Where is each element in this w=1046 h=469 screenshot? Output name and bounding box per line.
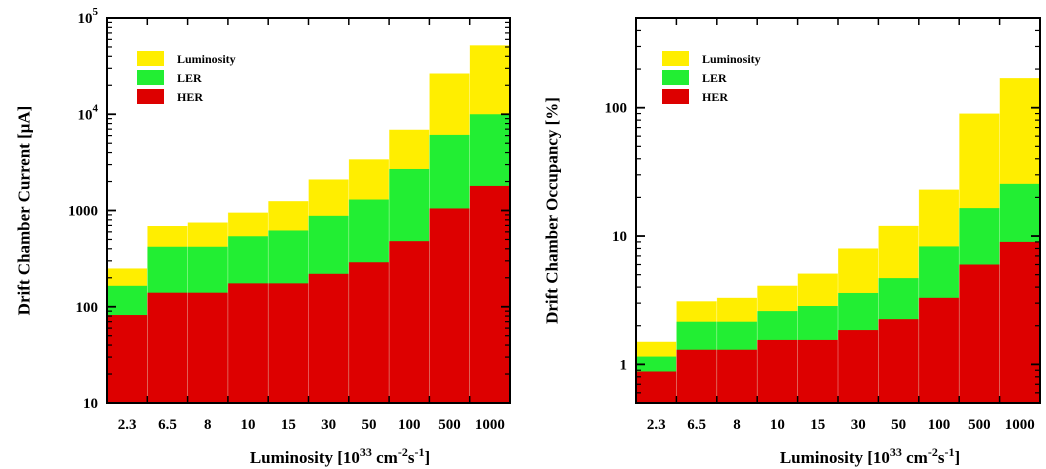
bar-her-6.5 [147, 292, 188, 403]
x-tick-label: 1000 [1005, 417, 1035, 433]
x-tick-label: 50 [891, 417, 906, 433]
bar-her-100 [389, 241, 430, 403]
y-tick-label: 100 [605, 101, 628, 117]
bar-her-30 [838, 330, 879, 403]
x-tick-label: 1000 [475, 417, 505, 433]
bar-her-1000 [999, 241, 1040, 403]
bar-her-100 [918, 297, 960, 403]
x-tick-label: 100 [398, 417, 421, 433]
y-tick-label: 1000 [68, 204, 98, 220]
x-tick-label: 50 [361, 417, 376, 433]
x-axis-title: Luminosity [1033 cm-2s-1] [780, 445, 960, 467]
x-tick-label: 30 [851, 417, 866, 433]
legend: Luminosity LER HER [137, 51, 236, 104]
y-tick-label: 10 [83, 396, 98, 412]
bar-her-30 [308, 273, 349, 403]
legend-label-ler: LER [177, 71, 202, 85]
bar-her-2.3 [107, 315, 148, 403]
x-tick-label: 2.3 [118, 417, 137, 433]
y-tick-label: 100 [76, 300, 99, 316]
x-tick-label: 15 [810, 417, 825, 433]
x-tick-label: 15 [281, 417, 296, 433]
x-tick-label: 6.5 [687, 417, 706, 433]
chart-panel-current: 10 100 1000 104 105 2.3 6.5 8 10 15 30 50 100 500 1000… [15, 6, 511, 467]
bar-her-500 [959, 264, 1000, 403]
legend-label-her: HER [177, 90, 203, 104]
y-tick-label: 10 [612, 229, 627, 245]
bar-her-500 [429, 208, 470, 403]
series-her [107, 185, 510, 403]
x-axis-title: Luminosity [1033 cm-2s-1] [250, 445, 430, 467]
y-tick-label: 105 [78, 6, 99, 27]
x-tick-label: 500 [968, 417, 991, 433]
bar-her-50 [878, 319, 919, 403]
bar-her-15 [797, 339, 838, 403]
legend: Luminosity LER HER [662, 51, 761, 104]
bar-her-10 [227, 283, 269, 403]
x-tick-label: 10 [770, 417, 785, 433]
legend-swatch-luminosity [137, 51, 164, 66]
x-tick-label: 100 [928, 417, 951, 433]
y-axis-title: Drift Chamber Occupancy [%] [543, 97, 562, 324]
x-tick-label: 6.5 [158, 417, 177, 433]
legend-label-her: HER [702, 90, 728, 104]
x-tick-label: 2.3 [647, 417, 666, 433]
legend-swatch-ler [662, 70, 689, 85]
y-tick-label: 1 [620, 357, 628, 373]
bar-her-8 [716, 349, 758, 403]
legend-swatch-ler [137, 70, 164, 85]
bar-her-2.3 [636, 371, 677, 403]
y-axis-title: Drift Chamber Current [μA] [15, 106, 34, 316]
legend-swatch-her [662, 89, 689, 104]
legend-label-luminosity: Luminosity [177, 52, 236, 66]
bar-her-6.5 [676, 349, 717, 403]
bar-her-10 [757, 339, 798, 403]
x-tick-label: 10 [241, 417, 256, 433]
x-tick-label: 8 [204, 417, 212, 433]
series-her [636, 241, 1040, 403]
bar-her-50 [348, 262, 390, 403]
x-tick-label: 500 [438, 417, 461, 433]
legend-label-ler: LER [702, 71, 727, 85]
legend-swatch-luminosity [662, 51, 689, 66]
y-tick-label: 104 [78, 102, 99, 123]
x-tick-label: 8 [733, 417, 741, 433]
x-tick-label: 30 [321, 417, 336, 433]
bar-her-8 [187, 292, 228, 403]
bar-her-15 [268, 283, 309, 403]
legend-label-luminosity: Luminosity [702, 52, 761, 66]
bar-her-1000 [469, 185, 510, 403]
legend-swatch-her [137, 89, 164, 104]
chart-panel-occupancy: 1 10 100 2.3 6.5 8 10 15 30 50 100 500 1000 Drift Cha… [543, 17, 1041, 467]
